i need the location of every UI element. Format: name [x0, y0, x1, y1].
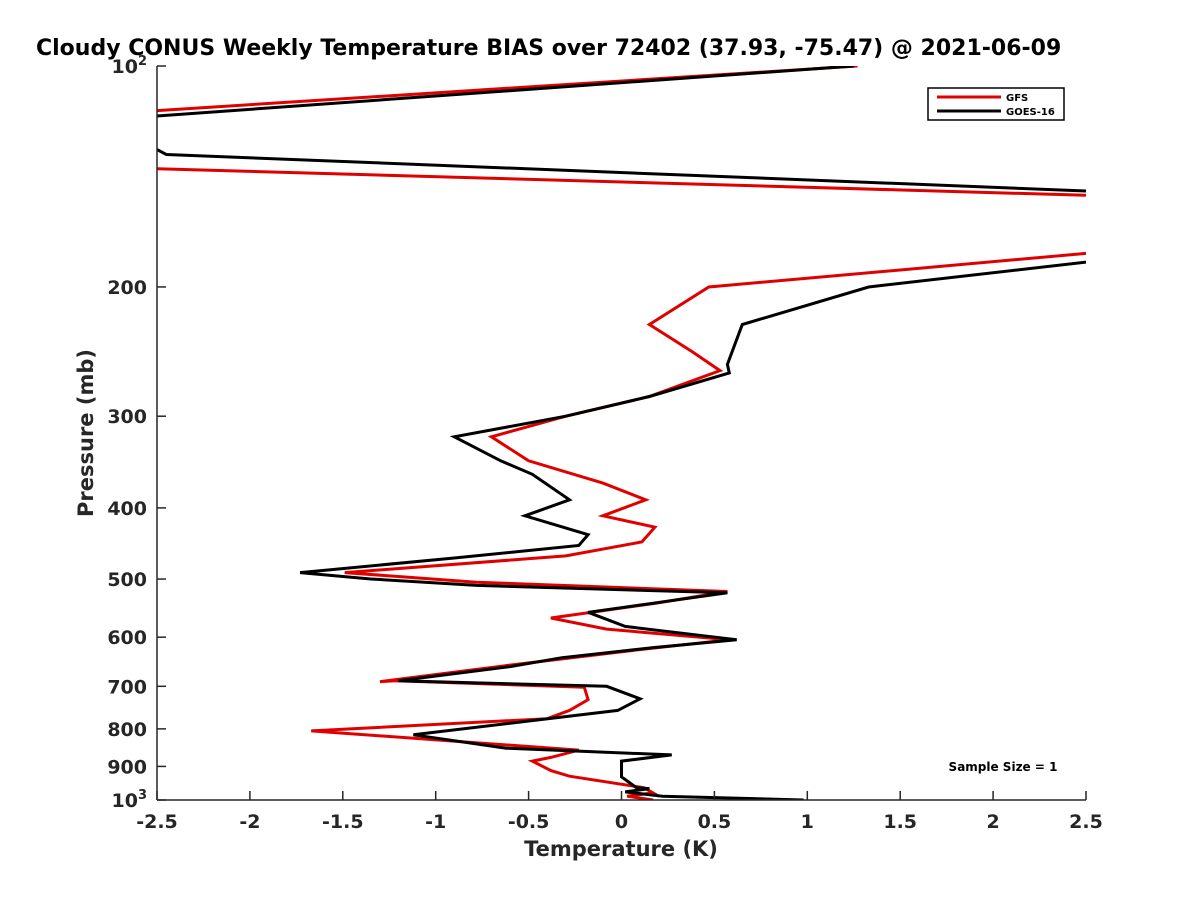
y-tick-label: 300: [107, 406, 147, 428]
legend-label-gfs: GFS: [1006, 93, 1028, 104]
y-tick-label: 200: [107, 277, 147, 299]
x-tick-label: 0: [615, 811, 628, 833]
axes: [156, 66, 1086, 801]
x-axis-label: Temperature (K): [524, 837, 718, 861]
chart-title: Cloudy CONUS Weekly Temperature BIAS ove…: [36, 36, 1061, 61]
x-tick-label: -2.5: [136, 811, 178, 833]
y-tick-label: 103: [112, 788, 148, 812]
plot-lines: [157, 66, 1086, 800]
y-axis-ticks: 102 200 300 400 500 600 700 800 900 103: [107, 54, 166, 812]
x-tick-label: 2: [986, 811, 999, 833]
x-tick-label: -0.5: [508, 811, 550, 833]
legend-box: [927, 87, 1065, 121]
legend-label-goes-16: GOES-16: [1006, 107, 1055, 118]
x-axis-ticks: -2.5 -2 -1.5 -1 -0.5 0 0.5 1 1.5 2 2.5: [136, 791, 1103, 833]
y-tick-label: 900: [107, 756, 147, 778]
x-tick-label: 1.5: [883, 811, 917, 833]
y-tick-label: 102: [112, 54, 148, 78]
x-tick-label: 0.5: [698, 811, 732, 833]
y-tick-label: 800: [107, 719, 147, 741]
series-line-goes-16: [157, 66, 1086, 800]
y-axis-label: Pressure (mb): [74, 349, 98, 517]
x-tick-label: -2: [239, 811, 260, 833]
y-tick-label: 600: [107, 627, 147, 649]
series-line-gfs: [157, 66, 1086, 800]
x-tick-label: 2.5: [1069, 811, 1103, 833]
x-tick-label: -1: [425, 811, 446, 833]
y-tick-label: 500: [107, 569, 147, 591]
x-tick-label: 1: [801, 811, 814, 833]
y-tick-label: 700: [107, 676, 147, 698]
sample-size-annotation: Sample Size = 1: [949, 760, 1058, 774]
x-tick-label: -1.5: [322, 811, 364, 833]
y-tick-label: 400: [107, 498, 147, 520]
legend: GFS GOES-16: [927, 87, 1065, 121]
